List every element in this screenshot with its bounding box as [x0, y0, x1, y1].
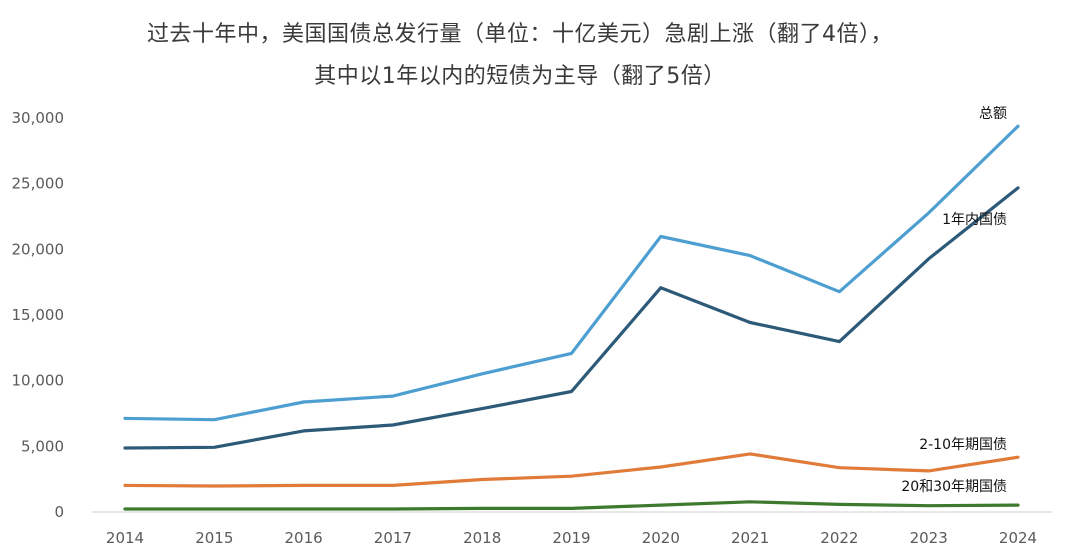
series-label: 总额 — [979, 106, 1007, 122]
series-group — [123, 124, 1020, 511]
y-tick-label: 15,000 — [12, 306, 65, 324]
series-line-3 — [123, 500, 1020, 511]
y-tick-label: 20,000 — [12, 240, 65, 258]
series-label: 2-10年期国债 — [919, 437, 1007, 453]
x-tick-label: 2016 — [285, 529, 323, 547]
axes: 0 5,000 10,000 15,000 20,000 25,000 30,000 2014… — [12, 109, 1052, 547]
x-tick-label: 2015 — [195, 529, 233, 547]
x-tick-label: 2023 — [910, 529, 948, 547]
series-line-0 — [123, 124, 1020, 422]
x-tick-label: 2024 — [999, 529, 1037, 547]
y-tick-label: 30,000 — [12, 109, 65, 127]
x-tick-label: 2019 — [552, 529, 590, 547]
x-tick-label: 2018 — [463, 529, 501, 547]
x-tick-label: 2021 — [731, 529, 769, 547]
x-tick-label: 2020 — [642, 529, 680, 547]
x-tick-label: 2022 — [820, 529, 858, 547]
x-tick-label: 2017 — [374, 529, 412, 547]
x-tick-label: 2014 — [106, 529, 144, 547]
series-line-1 — [123, 186, 1020, 450]
series-label: 1年内国债 — [942, 212, 1007, 228]
y-tick-label: 10,000 — [12, 372, 65, 390]
series-label: 20和30年期国债 — [901, 479, 1007, 495]
chart-title-line2: 其中以1年以内的短债为主导（翻了5倍） — [314, 64, 726, 89]
series-line-2 — [123, 452, 1020, 488]
series-labels: 总额 1年内国债 2-10年期国债 20和30年期国债 — [901, 106, 1007, 495]
y-tick-label: 5,000 — [21, 437, 64, 455]
y-tick-label: 0 — [54, 503, 64, 521]
y-tick-label: 25,000 — [12, 175, 65, 193]
chart-title-line1: 过去十年中，美国国债总发行量（单位：十亿美元）急剧上涨（翻了4倍）， — [147, 22, 893, 47]
